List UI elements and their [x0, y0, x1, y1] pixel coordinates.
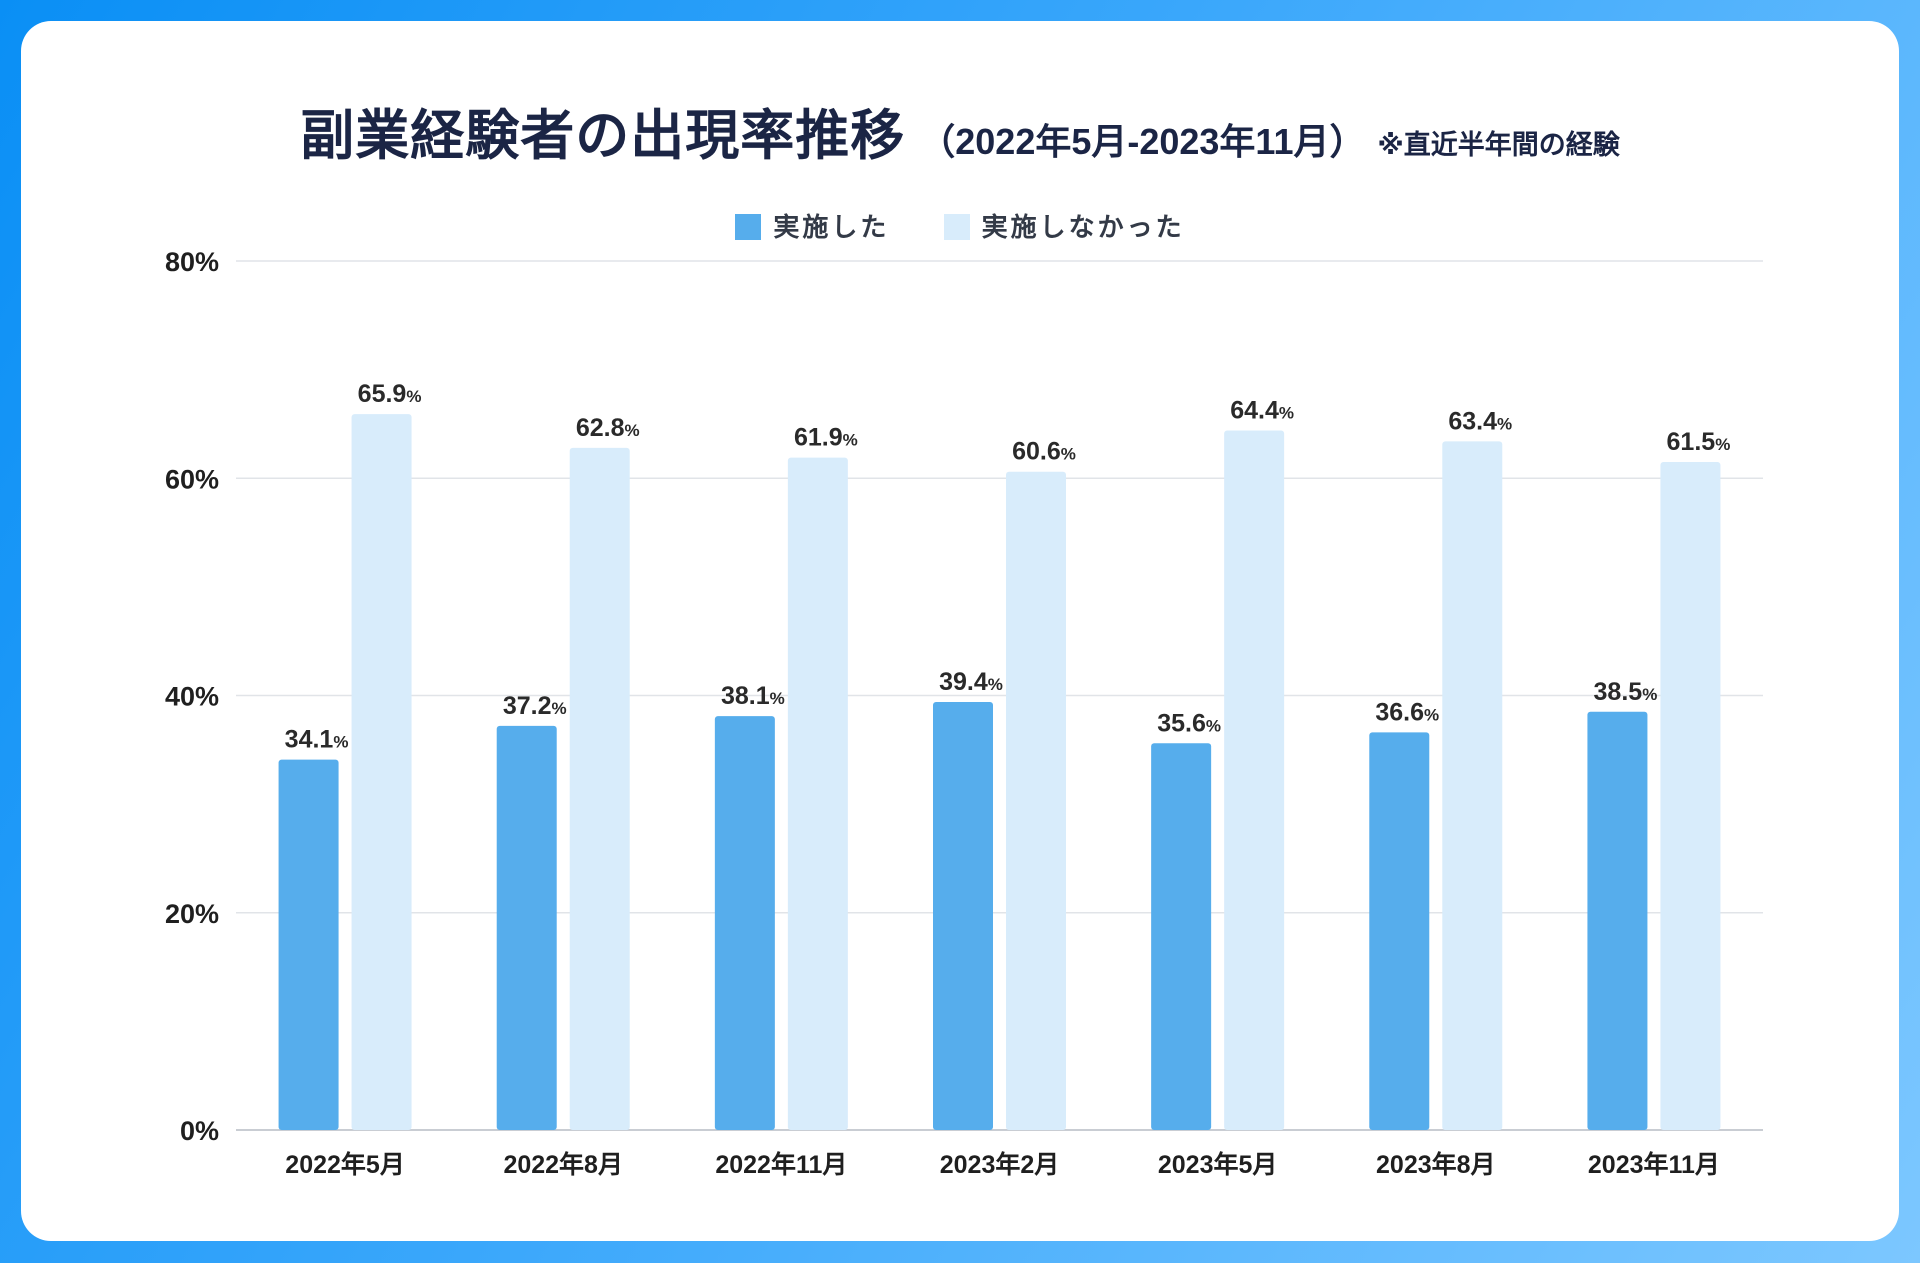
value-label-not-done: 64.4%: [1230, 396, 1294, 424]
x-category-label: 2023年5月: [1158, 1150, 1278, 1179]
y-tick-label: 40%: [165, 682, 219, 712]
title-period: （2022年5月-2023年11月）: [919, 121, 1366, 162]
value-label-done: 34.1%: [285, 726, 349, 754]
bar-not-done: [1442, 441, 1503, 1130]
chart-title: 副業経験者の出現率推移 （2022年5月-2023年11月） ※直近半年間の経験: [21, 91, 1899, 170]
value-label-not-done: 62.8%: [576, 414, 640, 442]
bar-done: [714, 716, 775, 1130]
x-category-label: 2023年11月: [1588, 1150, 1720, 1179]
legend-item-done: 実施した: [735, 207, 889, 244]
x-category-label: 2022年11月: [715, 1150, 847, 1179]
y-tick-label: 20%: [165, 899, 219, 929]
bar-not-done: [1006, 471, 1066, 1130]
bar-not-done: [1660, 461, 1721, 1130]
value-label-done: 39.4%: [939, 668, 1003, 696]
value-label-not-done: 63.4%: [1448, 407, 1512, 435]
bar-chart: 0% 20% 40% 60% 80% 34.1% 65.9% 2022年5月 37.2% 62.8…: [165, 247, 1763, 1179]
legend: 実施した 実施しなかった: [21, 207, 1899, 244]
bar-done: [933, 702, 993, 1130]
x-category-label: 2023年2月: [940, 1150, 1060, 1179]
title-main: 副業経験者の出現率推移: [300, 106, 906, 166]
bar-done: [278, 759, 339, 1130]
value-label-done: 38.5%: [1594, 678, 1658, 706]
bar-done: [496, 725, 557, 1130]
chart-card: 副業経験者の出現率推移 （2022年5月-2023年11月） ※直近半年間の経験 実…: [21, 21, 1899, 1241]
y-tick-label: 60%: [165, 464, 219, 494]
bar-not-done: [569, 447, 630, 1131]
value-label-done: 37.2%: [503, 692, 567, 720]
legend-swatch-done: [735, 214, 762, 240]
x-category-label: 2022年5月: [285, 1150, 405, 1179]
bar-not-done: [351, 414, 412, 1130]
x-category-label: 2023年8月: [1376, 1150, 1496, 1179]
y-tick-label: 0%: [180, 1116, 219, 1146]
bar-done: [1587, 711, 1648, 1130]
value-label-not-done: 61.9%: [794, 424, 858, 452]
bar-not-done: [1224, 430, 1285, 1131]
legend-label-done: 実施した: [773, 212, 890, 242]
bar-done: [1151, 743, 1212, 1130]
bar-not-done: [787, 457, 848, 1131]
x-category-label: 2022年8月: [503, 1150, 623, 1179]
legend-swatch-not-done: [943, 214, 970, 240]
value-label-not-done: 60.6%: [1012, 438, 1076, 466]
legend-item-not-done: 実施しなかった: [943, 207, 1185, 244]
value-label-done: 36.6%: [1375, 698, 1439, 726]
value-label-not-done: 65.9%: [358, 380, 422, 408]
y-tick-label: 80%: [165, 247, 219, 277]
legend-label-not-done: 実施しなかった: [981, 212, 1185, 242]
title-note: ※直近半年間の経験: [1377, 130, 1620, 160]
bar-done: [1369, 732, 1430, 1130]
value-label-done: 35.6%: [1157, 709, 1221, 737]
value-label-not-done: 61.5%: [1667, 428, 1731, 456]
value-label-done: 38.1%: [721, 682, 785, 710]
